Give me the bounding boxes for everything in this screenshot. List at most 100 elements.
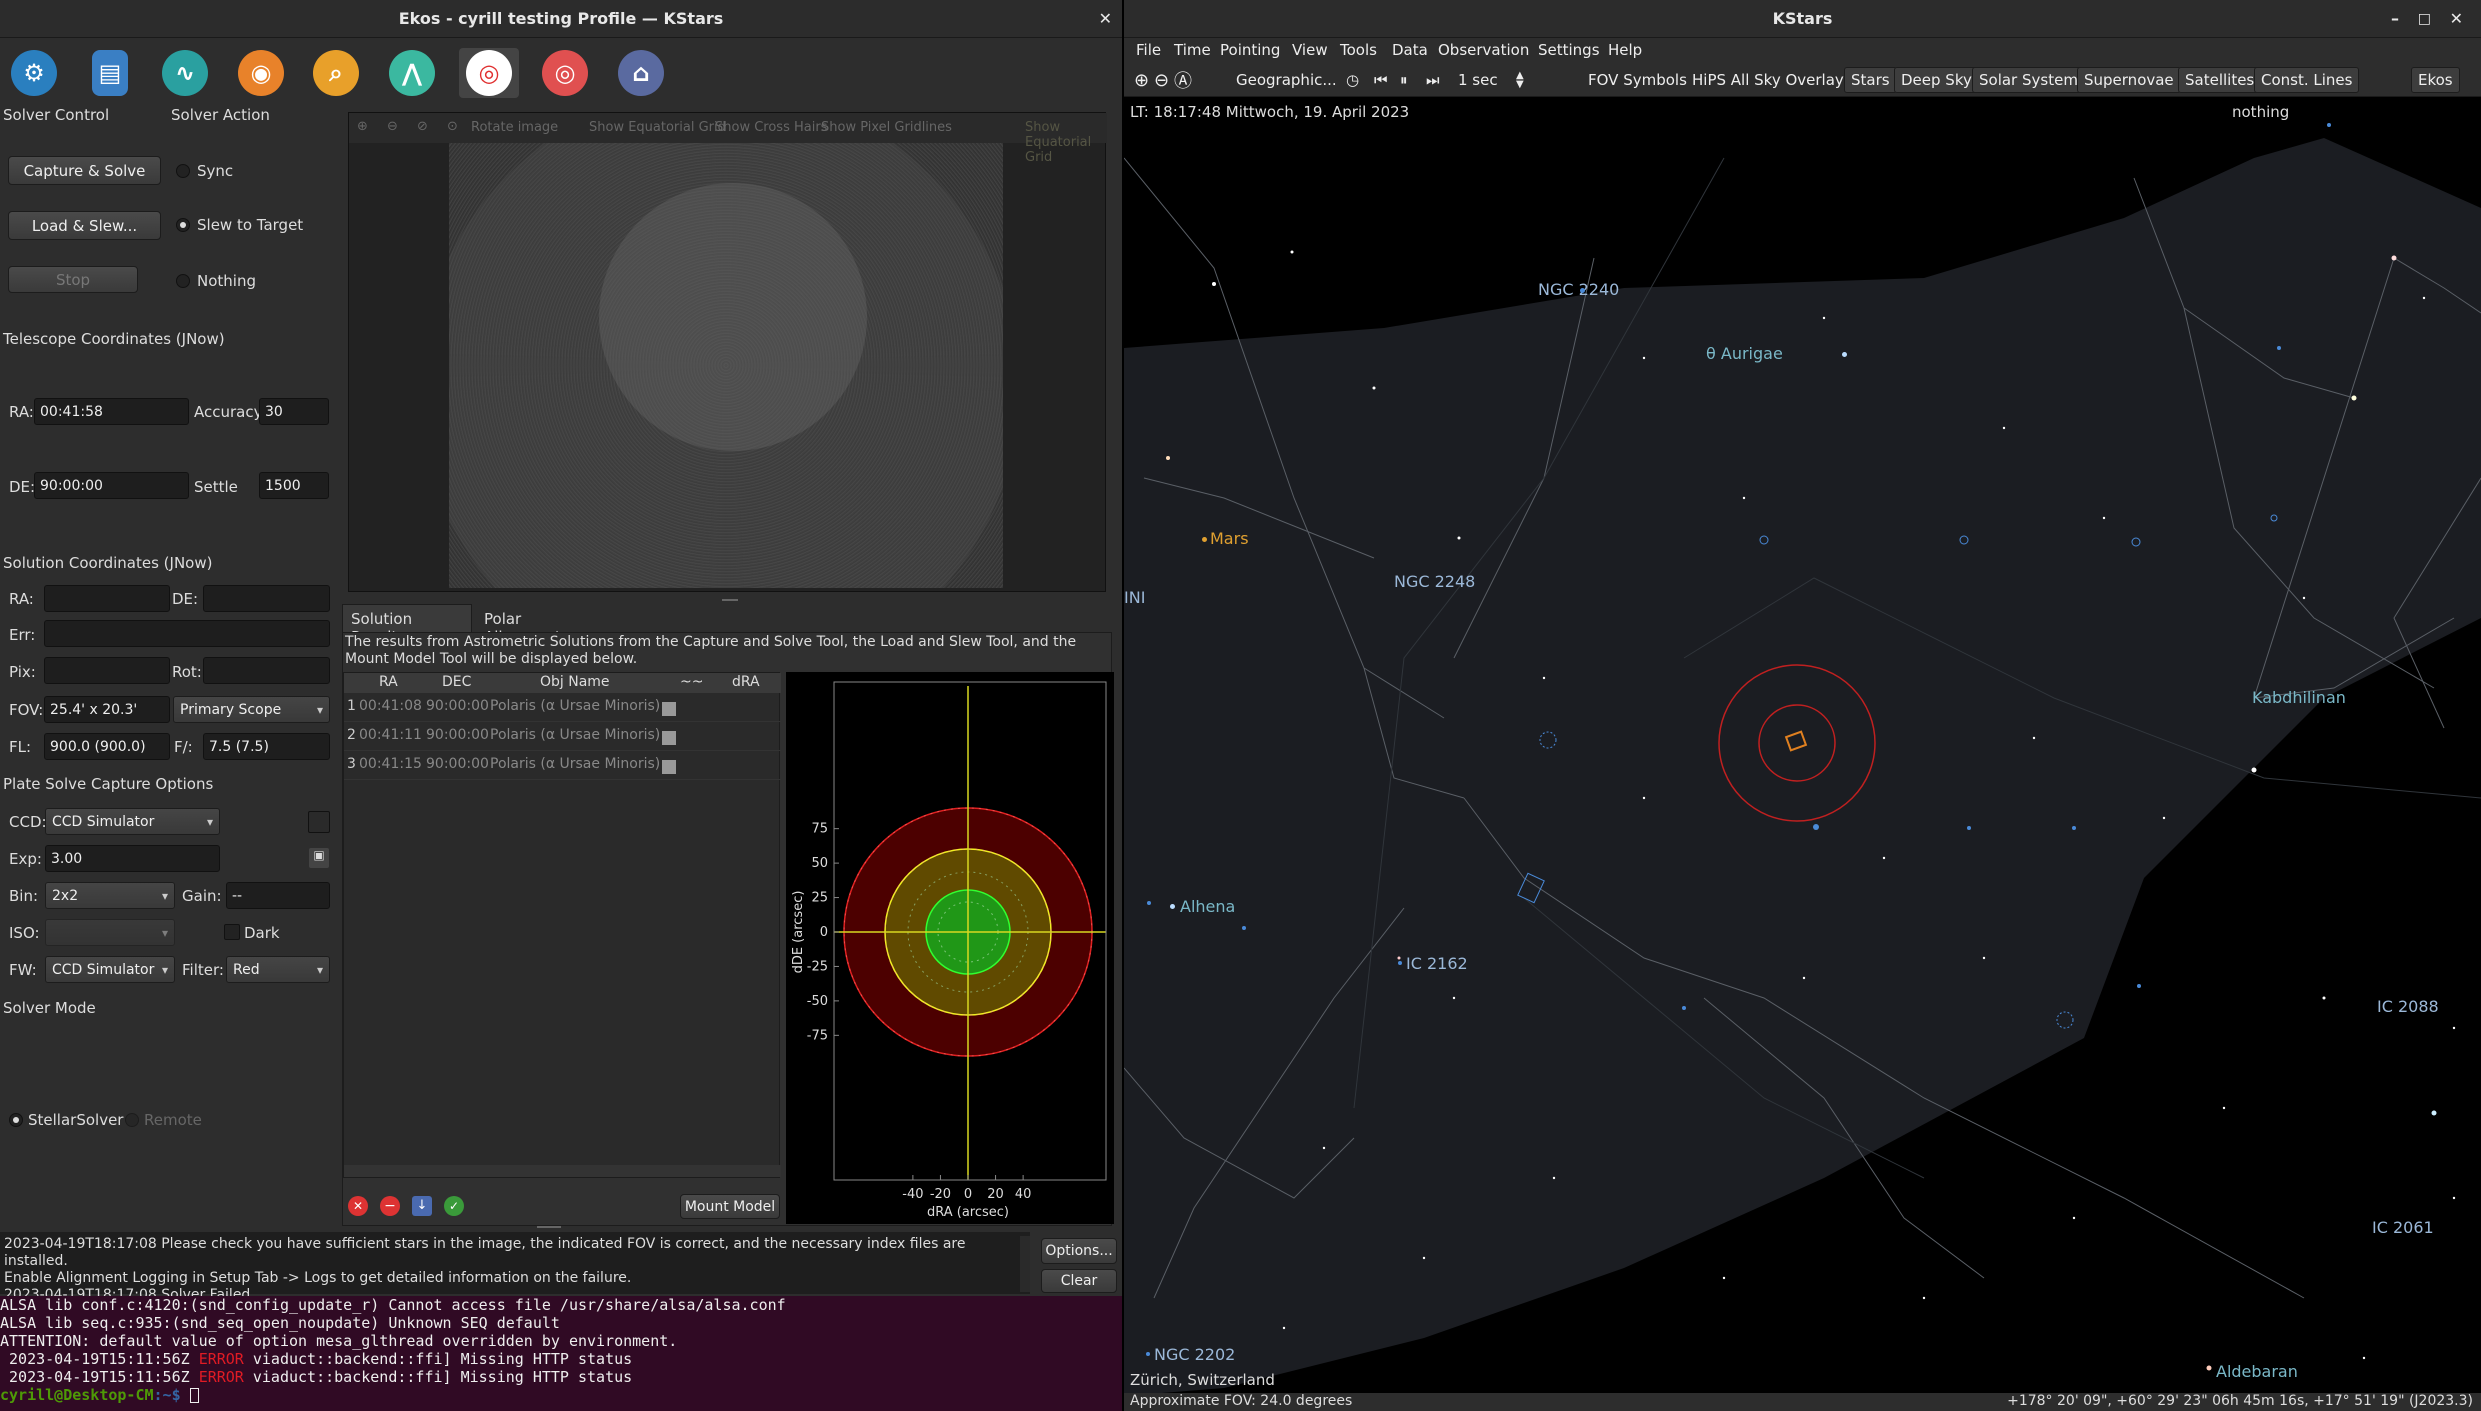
default-zoom-icon[interactable]: Ⓐ	[1174, 71, 1192, 92]
zoom-default-icon[interactable]: ⊘	[417, 119, 428, 134]
scope-select[interactable]: Primary Scope	[173, 696, 330, 723]
filter-wheel-select[interactable]: CCD Simulator	[45, 956, 175, 983]
table-row[interactable]: 3 00:41:15 90:00:00 Polaris (α Ursae Min…	[344, 752, 781, 780]
menu-pointing[interactable]: Pointing	[1220, 41, 1281, 59]
sky-map[interactable]: NGC 2240 θ Aurigae Mars NGC 2248 INI Kab…	[1124, 98, 2481, 1396]
menu-view[interactable]: View	[1292, 41, 1328, 59]
scheduler-icon[interactable]: ▤	[80, 48, 140, 98]
setup-icon[interactable]: ⚙	[4, 48, 64, 98]
filter-select[interactable]: Red	[226, 956, 330, 983]
col-objname[interactable]: Obj Name	[540, 674, 610, 690]
iso-select[interactable]	[45, 919, 175, 946]
table-row[interactable]: 1 00:41:08 90:00:00 Polaris (α Ursae Min…	[344, 694, 781, 722]
equatorial-grid-button[interactable]: Show Equatorial Grid	[589, 120, 726, 135]
clear-button[interactable]: Clear	[1041, 1269, 1117, 1293]
options-button[interactable]: Options...	[1041, 1238, 1117, 1264]
remove-row-icon[interactable]: −	[380, 1196, 400, 1216]
ekos-button[interactable]: Ekos	[2411, 67, 2460, 93]
ccd-select[interactable]: CCD Simulator	[45, 808, 220, 835]
tab-polar-alignment[interactable]: Polar Alignment	[484, 610, 561, 646]
exposure-spinbox[interactable]: 3.00	[45, 845, 220, 872]
ccd-icon[interactable]: ◉	[231, 48, 291, 98]
align-icon[interactable]: ◎	[459, 48, 519, 98]
label-aldebaran[interactable]: Aldebaran	[2216, 1362, 2298, 1381]
toggle-supernovae[interactable]: Supernovae	[2077, 67, 2181, 93]
telescope-de-field[interactable]: 90:00:00	[34, 472, 189, 499]
mount-icon[interactable]: ⋀	[382, 48, 442, 98]
col-dra[interactable]: dRA	[732, 674, 760, 690]
hips-button[interactable]: HiPS All Sky Overlay	[1692, 71, 1844, 89]
load-slew-button[interactable]: Load & Slew...	[8, 211, 161, 240]
menu-settings[interactable]: Settings	[1538, 41, 1600, 59]
maximize-icon[interactable]: □	[2417, 10, 2431, 27]
label-theta-aurigae[interactable]: θ Aurigae	[1706, 344, 1783, 363]
focus-icon[interactable]: ⌕	[306, 48, 366, 98]
toggle-stars[interactable]: Stars	[1844, 67, 1897, 93]
label-ini[interactable]: INI	[1124, 588, 1146, 607]
timestep-arrows-icon[interactable]: ▲ ▼	[1516, 70, 1524, 90]
zoom-in-icon[interactable]: ⊕	[1134, 69, 1150, 91]
stop-button[interactable]: Stop	[8, 266, 138, 293]
cross-hairs-button[interactable]: Show Cross Hairs	[715, 120, 828, 135]
label-alhena[interactable]: Alhena	[1180, 897, 1236, 916]
stellarsolver-radio[interactable]	[9, 1113, 23, 1127]
bin-select[interactable]: 2x2	[45, 882, 175, 909]
table-scrollbar[interactable]	[344, 1165, 781, 1177]
ccd-config-button[interactable]	[308, 811, 330, 833]
fov-field[interactable]: 25.4' x 20.3'	[44, 696, 170, 723]
menu-tools[interactable]: Tools	[1340, 41, 1377, 59]
fov-symbols-button[interactable]: FOV Symbols	[1588, 71, 1687, 89]
close-icon[interactable]: ✕	[1098, 9, 1112, 28]
toggle-const-lines[interactable]: Const. Lines	[2254, 67, 2360, 93]
scatter-plot[interactable]: 75 50 25 0 -25 -50 -75 -40 -20 0 20 40 dRA (arcsec…	[786, 672, 1114, 1224]
analyze-icon[interactable]: ∿	[155, 48, 215, 98]
toggle-deep-sky[interactable]: Deep Sky	[1894, 67, 1979, 93]
terminal-prompt[interactable]: cyrill@Desktop-CM:~$	[0, 1386, 1122, 1404]
close-icon[interactable]: ✕	[2449, 9, 2463, 28]
menu-file[interactable]: File	[1136, 41, 1162, 59]
skip-forward-icon[interactable]: ⏭	[1426, 71, 1440, 89]
nothing-radio[interactable]	[176, 274, 190, 288]
geographic-button[interactable]: Geographic...	[1236, 71, 1337, 89]
camera-settings-icon[interactable]: ▣	[309, 848, 329, 868]
tab-solution-results[interactable]: Solution Results	[342, 604, 472, 646]
focal-length-field[interactable]: 900.0 (900.0)	[44, 733, 170, 760]
zoom-in-icon[interactable]: ⊕	[357, 119, 368, 134]
ekos-titlebar[interactable]: Ekos - cyrill testing Profile — KStars ✕	[0, 0, 1122, 38]
zoom-out-icon[interactable]: ⊖	[1154, 69, 1170, 91]
clear-all-icon[interactable]: ✕	[348, 1196, 368, 1216]
skip-back-icon[interactable]: ⏮	[1374, 71, 1388, 89]
menu-data[interactable]: Data	[1392, 41, 1428, 59]
col-status[interactable]: ~~	[680, 674, 704, 690]
telescope-ra-field[interactable]: 00:41:58	[34, 398, 189, 425]
label-ngc2240[interactable]: NGC 2240	[1538, 280, 1620, 299]
kstars-titlebar[interactable]: KStars – □ ✕	[1124, 0, 2481, 38]
splitter-handle[interactable]	[722, 599, 738, 601]
table-row[interactable]: 2 00:41:11 90:00:00 Polaris (α Ursae Min…	[344, 723, 781, 751]
minimize-icon[interactable]: –	[2391, 9, 2399, 28]
menu-observation[interactable]: Observation	[1438, 41, 1530, 59]
gain-spinbox[interactable]: --	[226, 882, 330, 909]
log-splitter[interactable]	[537, 1226, 561, 1228]
export-icon[interactable]: ↓	[412, 1196, 432, 1216]
fits-viewer[interactable]: ⊕ ⊖ ⊘ ⊙ Rotate image Show Equatorial Gri…	[348, 112, 1107, 592]
dark-checkbox[interactable]	[224, 924, 240, 940]
observatory-icon[interactable]: ⌂	[611, 48, 671, 98]
accuracy-spinbox[interactable]: 30	[259, 398, 329, 425]
label-ic2088[interactable]: IC 2088	[2377, 997, 2439, 1016]
sync-radio[interactable]	[176, 164, 190, 178]
zoom-fit-icon[interactable]: ⊙	[447, 119, 458, 134]
label-ic2061[interactable]: IC 2061	[2372, 1218, 2434, 1237]
fratio-field[interactable]: 7.5 (7.5)	[203, 733, 330, 760]
log-scrollbar[interactable]	[1020, 1236, 1030, 1292]
rotate-image-button[interactable]: Rotate image	[471, 120, 559, 135]
col-dec[interactable]: DEC	[442, 674, 472, 690]
label-mars[interactable]: Mars	[1210, 529, 1249, 548]
timestep-spinbox[interactable]: 1 sec	[1458, 71, 1498, 89]
label-ngc2202[interactable]: NGC 2202	[1154, 1345, 1236, 1364]
capture-solve-button[interactable]: Capture & Solve	[8, 156, 161, 185]
slew-radio[interactable]	[176, 218, 190, 232]
label-kabdhilinan[interactable]: Kabdhilinan	[2252, 688, 2346, 707]
pause-icon[interactable]: ⏸	[1400, 71, 1408, 89]
menu-help[interactable]: Help	[1608, 41, 1643, 59]
